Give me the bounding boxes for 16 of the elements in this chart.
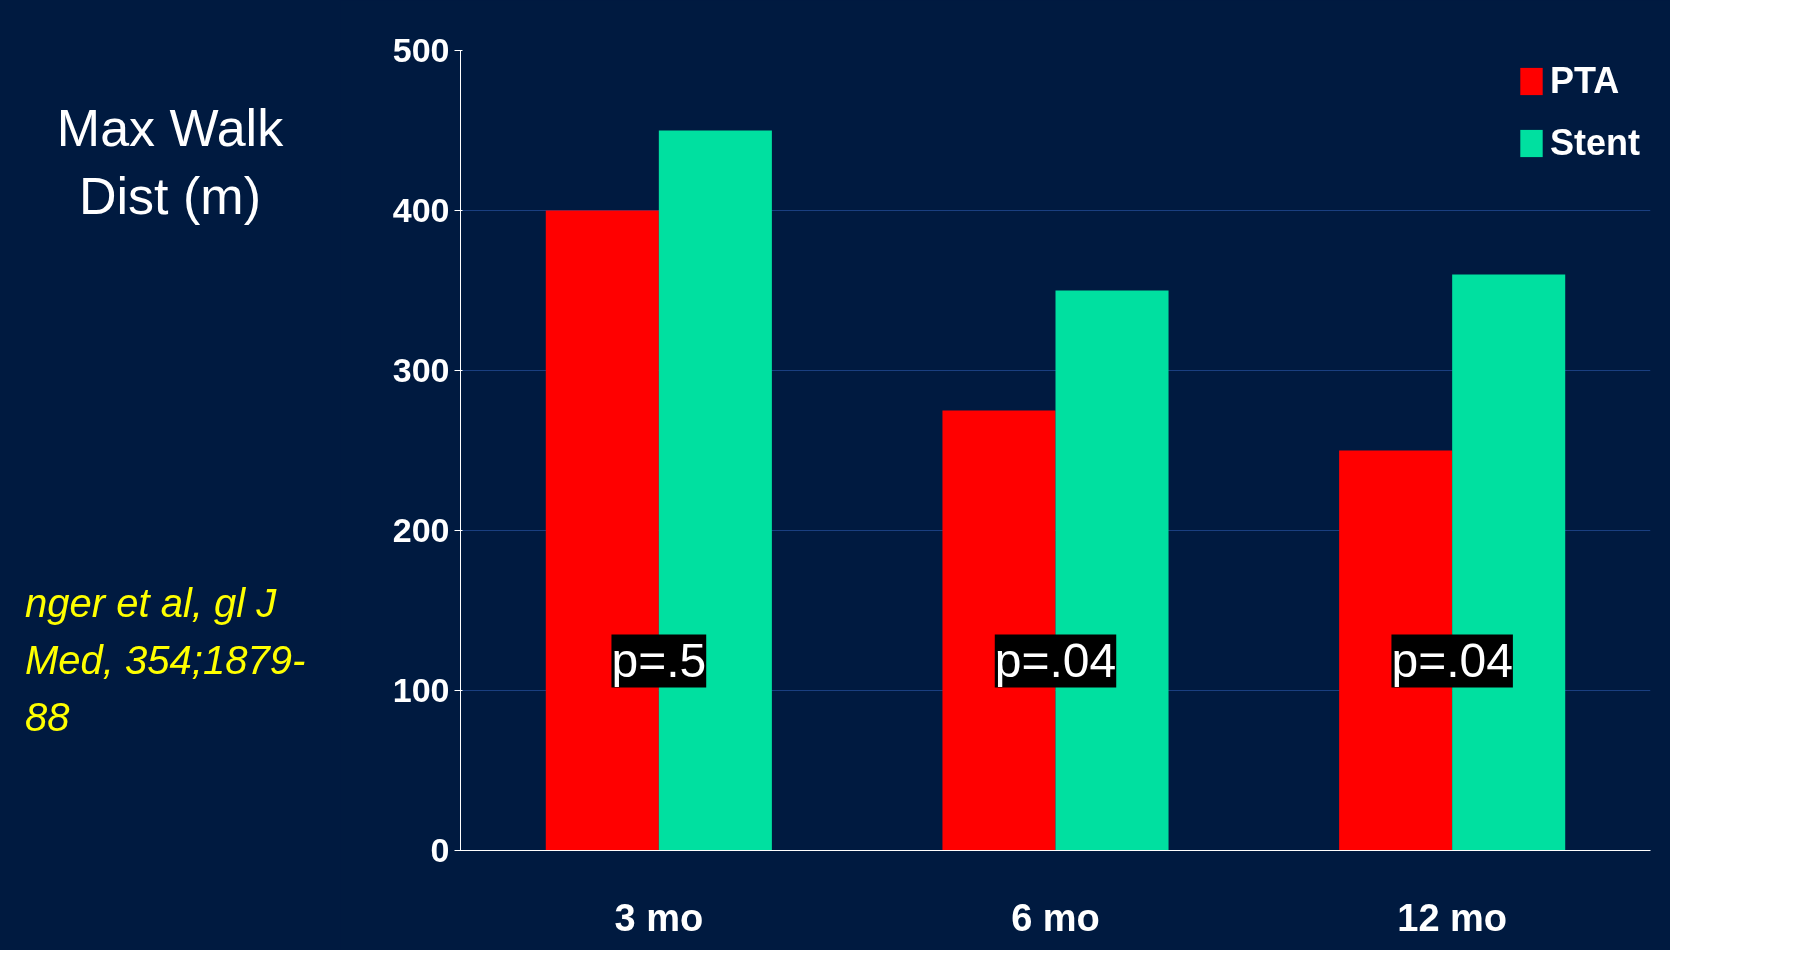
y-tick-label: 500 [392, 31, 450, 69]
y-axis-title: Max Walk Dist (m) [55, 98, 285, 227]
annotation: p=.04 [994, 634, 1117, 688]
x-tick-label: 12 mo [1397, 896, 1508, 939]
legend-label: PTA [1550, 60, 1620, 102]
y-tick-label: 100 [392, 671, 450, 709]
annotation: p=.5 [611, 634, 707, 688]
y-tick-label: 200 [392, 511, 450, 549]
x-tick-label: 3 mo [614, 896, 704, 939]
text: nger et al, gl J Med, 354;1879-88 [25, 580, 307, 742]
x-tick-label: 6 mo [1011, 896, 1100, 939]
annotation: p=.04 [1391, 634, 1513, 688]
legend-label: Stent [1550, 122, 1640, 164]
y-tick-label: 300 [392, 351, 450, 389]
y-tick-label: 400 [392, 191, 450, 229]
y-tick-label: 0 [430, 831, 450, 869]
